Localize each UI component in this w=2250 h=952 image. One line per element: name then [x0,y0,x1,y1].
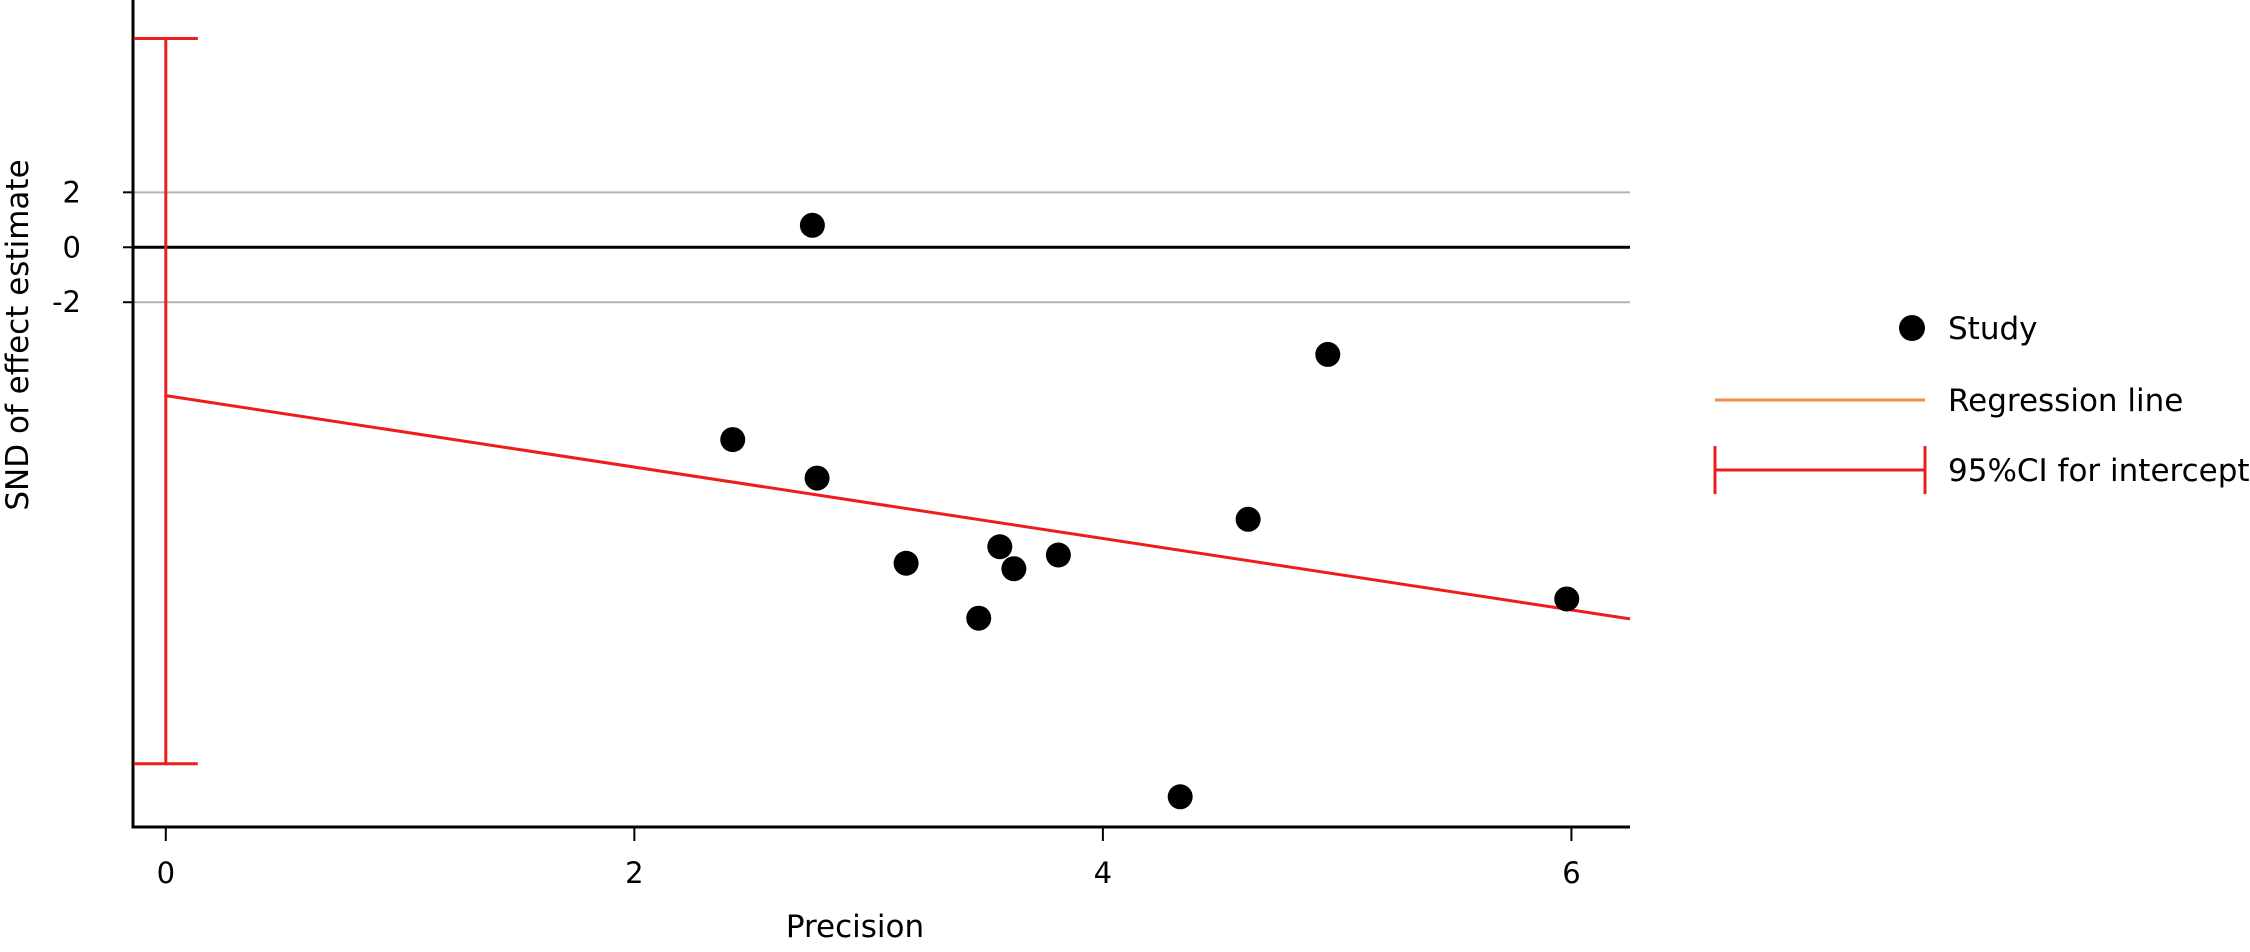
study-point [720,427,746,453]
legend-label: Study [1948,311,2038,347]
legend-label: 95%CI for intercept [1948,453,2250,489]
regression-line [165,394,1631,621]
x-axis-title: Precision [786,909,924,945]
study-point [893,550,919,576]
study-point [1045,542,1071,568]
legend-study-marker [1899,315,1925,341]
y-axis-title: SND of effect estimate [0,159,36,510]
x-tick-label: 0 [157,856,175,890]
study-point [1235,506,1261,532]
x-tick-label: 4 [1094,856,1112,890]
study-point [1554,586,1580,612]
y-tick-label: 2 [63,175,81,209]
y-tick-label: 0 [63,230,81,264]
x-tick-label: 6 [1562,856,1580,890]
study-point [1315,341,1341,367]
study-point [799,212,825,238]
x-tick-label: 2 [625,856,643,890]
study-point [966,605,992,631]
study-point [1167,784,1193,810]
legend-label: Regression line [1948,383,2183,419]
y-tick-label: -2 [52,285,81,319]
study-point [1001,556,1027,582]
plot-area: 2 0 -2 0 2 4 6 [52,0,1631,890]
study-point [804,465,830,491]
legend: Study Regression line 95%CI for intercept [1713,311,2250,494]
study-point [987,534,1013,560]
